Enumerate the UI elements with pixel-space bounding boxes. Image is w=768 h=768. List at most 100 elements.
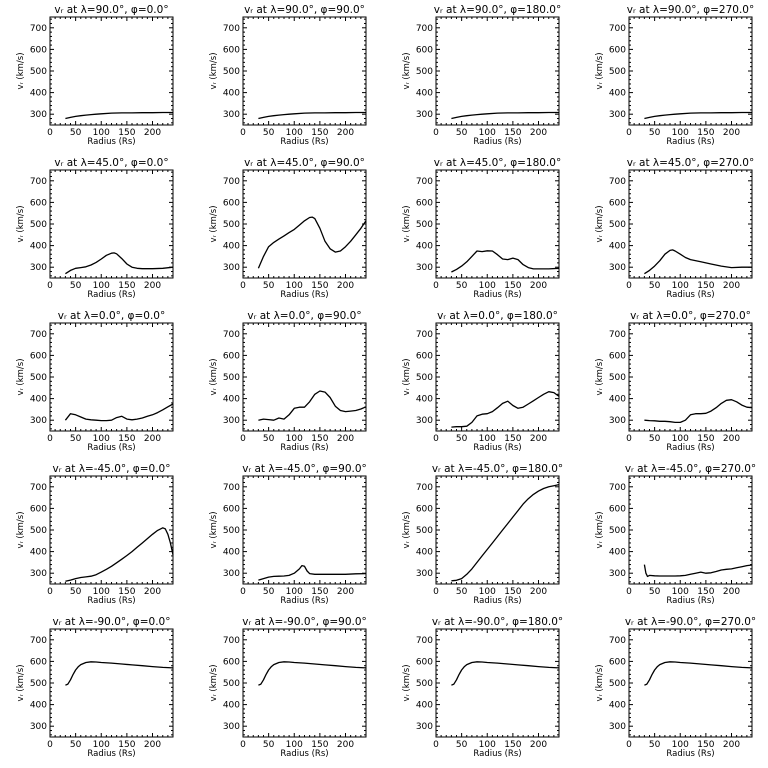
series-line (65, 252, 174, 275)
x-tick-label: 150 (697, 281, 714, 291)
y-tick-label: 500 (30, 679, 47, 689)
y-tick-label: 600 (223, 351, 240, 361)
y-tick-label: 600 (30, 198, 47, 208)
y-tick-label: 700 (30, 330, 47, 340)
x-axis-label: Radius (Rs) (87, 596, 135, 606)
x-tick-label: 200 (530, 128, 547, 138)
x-tick-label: 150 (504, 128, 521, 138)
panel-4-3: vᵣ at λ=-90.0°, φ=270.0° 0 50 100 150 200 300 4… (595, 616, 756, 759)
x-tick-label: 50 (263, 128, 275, 138)
x-tick-label: 200 (337, 281, 354, 291)
panel-title: vᵣ at λ=-90.0°, φ=90.0° (242, 616, 367, 628)
y-axis-label: vᵣ (km/s) (209, 664, 219, 701)
y-axis-label: vᵣ (km/s) (402, 52, 412, 89)
y-tick-label: 500 (30, 220, 47, 230)
y-tick-label: 300 (30, 569, 47, 579)
series-line (451, 250, 560, 273)
y-tick-label: 300 (30, 263, 47, 273)
series-line (451, 391, 560, 428)
y-tick-label: 500 (416, 679, 433, 689)
y-tick-label: 700 (609, 330, 626, 340)
y-tick-label: 500 (223, 679, 240, 689)
y-tick-label: 700 (30, 636, 47, 646)
series-line (65, 111, 173, 120)
plot-frame (49, 475, 174, 585)
plot-frame (435, 169, 560, 279)
series-line (451, 483, 560, 582)
y-tick-label: 500 (223, 373, 240, 383)
y-tick-label: 700 (609, 24, 626, 34)
plot-frame (628, 169, 753, 279)
y-tick-label: 600 (30, 504, 47, 514)
y-tick-label: 400 (416, 242, 433, 252)
y-tick-label: 500 (609, 373, 626, 383)
y-axis-label: vᵣ (km/s) (595, 664, 605, 701)
y-tick-label: 700 (609, 177, 626, 187)
x-tick-label: 100 (93, 434, 110, 444)
panel-title: vᵣ at λ=45.0°, φ=0.0° (54, 157, 168, 169)
x-tick-label: 150 (118, 434, 135, 444)
series-line (65, 527, 174, 582)
y-tick-label: 700 (223, 636, 240, 646)
y-tick-label: 600 (416, 351, 433, 361)
x-axis-label: Radius (Rs) (666, 749, 714, 759)
x-tick-label: 0 (626, 740, 632, 750)
y-tick-label: 500 (30, 373, 47, 383)
x-tick-label: 50 (456, 434, 468, 444)
y-tick-label: 400 (223, 89, 240, 99)
x-axis-label: Radius (Rs) (280, 443, 328, 453)
y-tick-label: 600 (223, 657, 240, 667)
x-tick-label: 50 (649, 587, 661, 597)
panel-title: vᵣ at λ=90.0°, φ=180.0° (434, 4, 562, 16)
y-tick-label: 400 (223, 242, 240, 252)
y-tick-label: 600 (609, 45, 626, 55)
x-tick-label: 0 (433, 434, 439, 444)
y-tick-label: 400 (30, 548, 47, 558)
y-tick-label: 300 (30, 110, 47, 120)
x-tick-label: 100 (672, 434, 689, 444)
x-tick-label: 150 (504, 740, 521, 750)
x-tick-label: 200 (530, 587, 547, 597)
x-tick-label: 100 (93, 128, 110, 138)
x-axis-label: Radius (Rs) (87, 749, 135, 759)
plot-frame (628, 16, 753, 126)
y-tick-label: 600 (30, 351, 47, 361)
y-tick-label: 700 (223, 330, 240, 340)
x-tick-label: 0 (240, 587, 246, 597)
y-tick-label: 500 (223, 67, 240, 77)
x-axis-label: Radius (Rs) (473, 137, 521, 147)
y-tick-label: 500 (416, 373, 433, 383)
y-tick-label: 500 (609, 67, 626, 77)
panel-0-0: vᵣ at λ=90.0°, φ=0.0° 0 50 100 150 200 300 400 5… (16, 4, 174, 147)
panel-3-0: vᵣ at λ=-45.0°, φ=0.0° 0 50 100 150 200 300 400… (16, 463, 174, 606)
x-tick-label: 0 (433, 587, 439, 597)
x-tick-label: 100 (286, 128, 303, 138)
panel-1-0: vᵣ at λ=45.0°, φ=0.0° 0 50 100 150 200 300 400 5… (16, 157, 174, 300)
y-tick-label: 300 (416, 569, 433, 579)
x-axis-label: Radius (Rs) (666, 596, 714, 606)
x-tick-label: 0 (433, 281, 439, 291)
x-tick-label: 100 (479, 587, 496, 597)
x-tick-label: 150 (118, 740, 135, 750)
y-tick-label: 500 (30, 526, 47, 536)
y-axis-label: vᵣ (km/s) (209, 205, 219, 242)
panel-title: vᵣ at λ=0.0°, φ=180.0° (437, 310, 558, 322)
y-tick-label: 700 (609, 483, 626, 493)
x-tick-label: 150 (118, 587, 135, 597)
panel-1-2: vᵣ at λ=45.0°, φ=180.0° 0 50 100 150 200 300 40… (402, 157, 561, 300)
panel-title: vᵣ at λ=90.0°, φ=0.0° (54, 4, 168, 16)
x-tick-label: 50 (456, 587, 468, 597)
panel-title: vᵣ at λ=45.0°, φ=180.0° (434, 157, 562, 169)
x-tick-label: 150 (697, 128, 714, 138)
plot-frame (242, 475, 367, 585)
x-tick-label: 200 (723, 281, 740, 291)
x-tick-label: 0 (240, 128, 246, 138)
y-axis-label: vᵣ (km/s) (209, 511, 219, 548)
x-tick-label: 200 (144, 740, 161, 750)
x-axis-label: Radius (Rs) (87, 137, 135, 147)
x-tick-label: 100 (672, 128, 689, 138)
y-tick-label: 400 (609, 701, 626, 711)
y-tick-label: 400 (609, 395, 626, 405)
x-tick-label: 0 (626, 434, 632, 444)
y-tick-label: 300 (223, 416, 240, 426)
